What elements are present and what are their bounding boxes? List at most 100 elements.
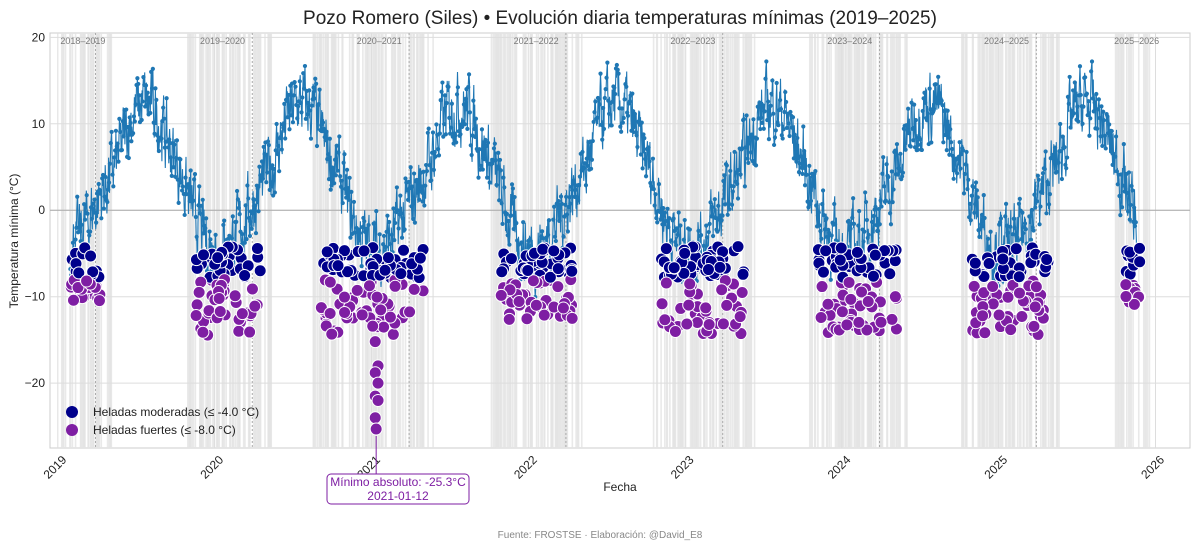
y-axis-label: Temperatura mínima (°C) xyxy=(7,174,21,309)
daily-temperature-point xyxy=(253,203,258,208)
daily-temperature-point xyxy=(599,122,604,128)
daily-temperature-point xyxy=(564,194,569,199)
daily-temperature-point xyxy=(761,126,766,131)
daily-temperature-point xyxy=(863,190,868,195)
daily-temperature-point xyxy=(814,203,819,208)
daily-temperature-point xyxy=(466,85,471,90)
strong-frost-marker xyxy=(680,317,694,331)
daily-temperature-point xyxy=(573,187,578,192)
daily-temperature-point xyxy=(244,237,249,242)
strong-frost-marker xyxy=(323,307,337,321)
daily-temperature-point xyxy=(85,211,90,216)
daily-temperature-point xyxy=(759,115,764,120)
daily-temperature-point xyxy=(392,237,397,243)
moderate-frost-marker xyxy=(357,244,371,258)
daily-temperature-point xyxy=(977,234,982,239)
daily-temperature-point xyxy=(189,194,194,199)
daily-temperature-point xyxy=(1029,207,1034,213)
daily-temperature-point xyxy=(1073,93,1078,98)
daily-temperature-point xyxy=(767,113,772,118)
daily-temperature-point xyxy=(1128,202,1133,208)
daily-temperature-point xyxy=(270,163,275,168)
daily-temperature-point xyxy=(250,211,255,216)
daily-temperature-point xyxy=(447,115,452,120)
strong-frost-marker xyxy=(861,295,875,309)
daily-temperature-point xyxy=(1088,116,1093,121)
frost-day-band xyxy=(991,33,994,448)
daily-temperature-point xyxy=(264,180,269,185)
strong-frost-marker xyxy=(1015,309,1029,323)
daily-temperature-point xyxy=(791,156,796,161)
daily-temperature-point xyxy=(94,220,99,225)
strong-frost-marker xyxy=(67,293,81,307)
daily-temperature-point xyxy=(662,210,668,215)
daily-temperature-point xyxy=(753,163,759,168)
daily-temperature-point xyxy=(1058,149,1064,154)
daily-temperature-point xyxy=(1094,91,1099,97)
frost-day-band xyxy=(413,33,416,448)
frost-day-band xyxy=(1049,33,1052,448)
daily-temperature-point xyxy=(966,177,971,182)
daily-temperature-point xyxy=(387,242,393,247)
frost-day-band xyxy=(571,33,574,448)
daily-temperature-point xyxy=(715,229,720,234)
daily-temperature-point xyxy=(391,206,396,211)
daily-temperature-point xyxy=(879,204,884,209)
daily-temperature-point xyxy=(325,157,330,162)
strong-frost-marker xyxy=(992,308,1006,322)
frost-day-band xyxy=(1122,33,1125,448)
moderate-frost-marker xyxy=(565,264,579,278)
daily-temperature-point xyxy=(1125,209,1131,214)
daily-temperature-point xyxy=(583,183,589,188)
daily-temperature-point xyxy=(328,187,333,192)
daily-temperature-point xyxy=(771,142,777,148)
strong-frost-marker xyxy=(682,298,696,312)
daily-temperature-point xyxy=(440,80,445,85)
daily-temperature-point xyxy=(278,134,283,139)
frost-day-band xyxy=(720,33,723,448)
strong-frost-marker xyxy=(668,325,682,339)
daily-temperature-point xyxy=(816,210,821,215)
daily-temperature-point xyxy=(454,92,460,97)
daily-temperature-point xyxy=(726,200,731,205)
daily-temperature-point xyxy=(1133,220,1138,225)
daily-temperature-point xyxy=(171,165,176,170)
moderate-frost-marker xyxy=(1040,252,1054,266)
frost-day-band xyxy=(557,33,560,448)
daily-temperature-point xyxy=(1117,193,1122,199)
season-label: 2022–2023 xyxy=(670,36,715,46)
daily-temperature-point xyxy=(768,103,773,108)
daily-temperature-point xyxy=(754,136,760,141)
daily-temperature-point xyxy=(1105,114,1110,119)
daily-temperature-point xyxy=(1095,107,1101,112)
season-label: 2024–2025 xyxy=(984,36,1029,46)
strong-frost-marker xyxy=(967,279,981,293)
daily-temperature-point xyxy=(339,178,345,183)
daily-temperature-point xyxy=(1054,169,1059,174)
season-label: 2025–2026 xyxy=(1114,36,1159,46)
daily-temperature-point xyxy=(399,211,404,216)
daily-temperature-point xyxy=(305,112,310,117)
strong-frost-marker xyxy=(1001,290,1015,304)
daily-temperature-point xyxy=(201,231,206,236)
daily-temperature-point xyxy=(129,139,134,144)
daily-temperature-point xyxy=(112,155,117,160)
moderate-frost-marker xyxy=(816,265,830,279)
daily-temperature-point xyxy=(242,240,247,245)
frost-day-band xyxy=(1047,33,1050,448)
daily-temperature-point xyxy=(1008,224,1013,229)
daily-temperature-point xyxy=(913,118,918,123)
daily-temperature-point xyxy=(787,133,792,139)
daily-temperature-point xyxy=(393,220,398,226)
daily-temperature-point xyxy=(287,127,292,132)
daily-temperature-point xyxy=(381,233,387,239)
daily-temperature-point xyxy=(662,222,667,227)
daily-temperature-point xyxy=(873,204,878,209)
daily-temperature-point xyxy=(271,166,277,172)
daily-temperature-point xyxy=(551,217,556,222)
daily-temperature-point xyxy=(208,237,213,242)
daily-temperature-point xyxy=(730,189,735,194)
daily-temperature-point xyxy=(162,145,168,150)
daily-temperature-point xyxy=(449,101,454,106)
daily-temperature-point xyxy=(178,157,183,162)
